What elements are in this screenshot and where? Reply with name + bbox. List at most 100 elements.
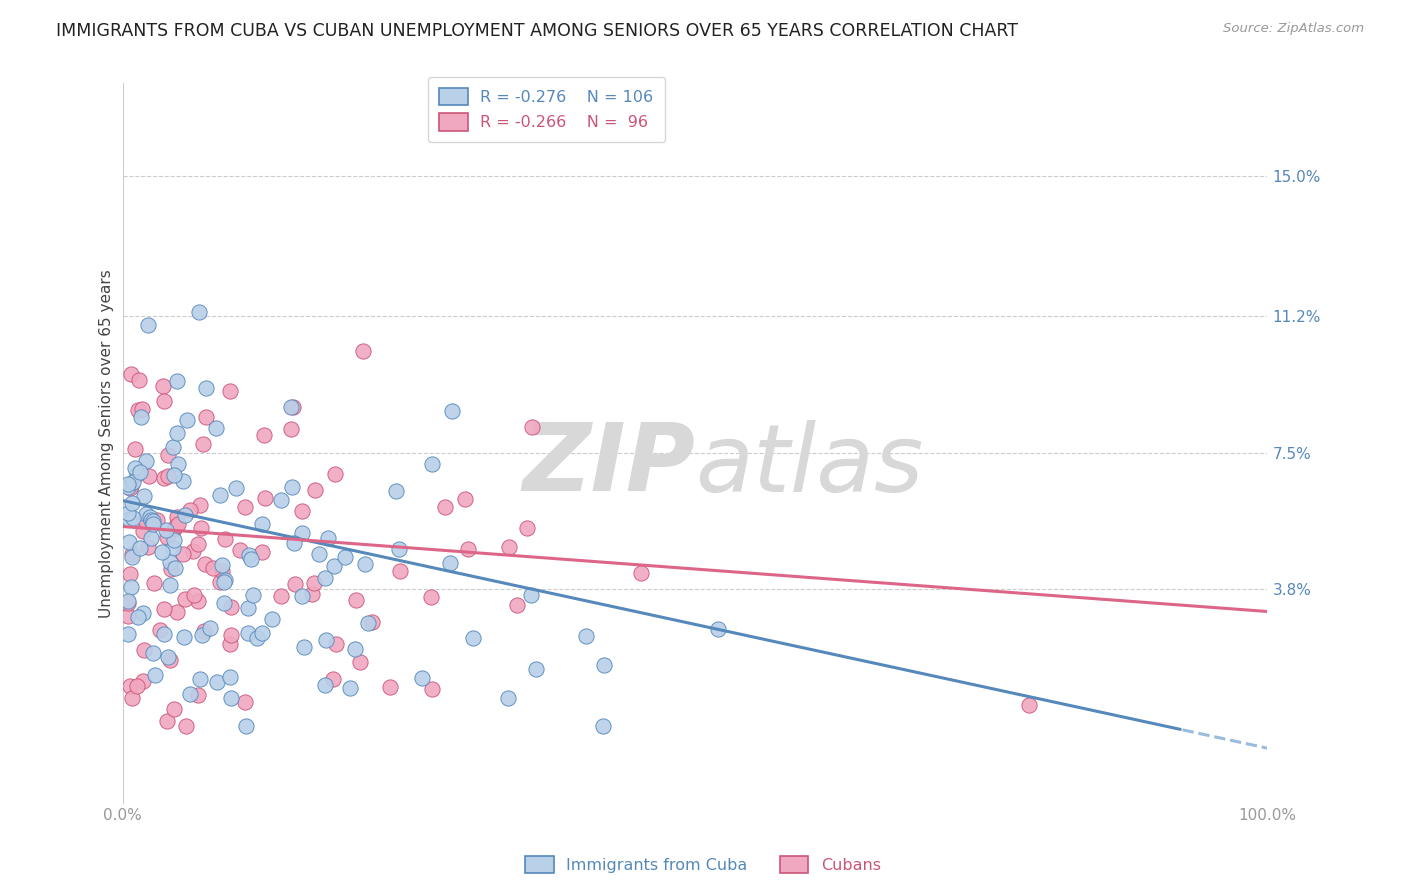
- Point: [152, 602, 174, 616]
- Point: [308, 547, 330, 561]
- Point: [121, 548, 143, 562]
- Point: [136, 540, 159, 554]
- Point: [420, 681, 443, 696]
- Point: [132, 524, 155, 539]
- Point: [117, 608, 139, 623]
- Point: [246, 631, 269, 645]
- Point: [250, 626, 273, 640]
- Point: [191, 628, 214, 642]
- Point: [592, 719, 614, 733]
- Point: [117, 596, 139, 610]
- Point: [389, 564, 412, 578]
- Point: [167, 517, 190, 532]
- Point: [301, 587, 323, 601]
- Point: [419, 590, 441, 604]
- Point: [162, 702, 184, 716]
- Point: [183, 589, 205, 603]
- Point: [520, 420, 543, 434]
- Point: [121, 496, 143, 510]
- Text: Source: ZipAtlas.com: Source: ZipAtlas.com: [1223, 22, 1364, 36]
- Point: [187, 537, 209, 551]
- Point: [129, 541, 152, 556]
- Point: [188, 305, 211, 319]
- Point: [339, 681, 361, 695]
- Point: [117, 480, 139, 494]
- Point: [135, 454, 157, 468]
- Point: [127, 610, 149, 624]
- Point: [139, 510, 162, 524]
- Point: [118, 566, 141, 581]
- Point: [127, 402, 149, 417]
- Point: [190, 520, 212, 534]
- Point: [434, 500, 457, 514]
- Point: [163, 561, 186, 575]
- Point: [174, 508, 197, 522]
- Point: [280, 422, 302, 436]
- Point: [121, 549, 143, 564]
- Point: [125, 467, 148, 481]
- Point: [292, 640, 315, 654]
- Point: [142, 575, 165, 590]
- Point: [520, 588, 543, 602]
- Point: [457, 541, 479, 556]
- Point: [190, 498, 212, 512]
- Point: [323, 467, 346, 481]
- Point: [153, 470, 176, 484]
- Point: [187, 688, 209, 702]
- Point: [139, 513, 162, 527]
- Point: [593, 658, 616, 673]
- Point: [131, 402, 153, 417]
- Point: [138, 318, 160, 332]
- Point: [160, 561, 183, 575]
- Point: [167, 457, 190, 471]
- Point: [439, 556, 461, 570]
- Point: [200, 621, 222, 635]
- Point: [162, 440, 184, 454]
- Point: [121, 691, 143, 706]
- Point: [250, 516, 273, 531]
- Point: [181, 544, 204, 558]
- Point: [135, 507, 157, 521]
- Point: [162, 541, 184, 555]
- Point: [195, 381, 218, 395]
- Point: [270, 493, 292, 508]
- Point: [496, 691, 519, 706]
- Point: [145, 667, 167, 681]
- Point: [498, 540, 520, 554]
- Point: [281, 400, 304, 414]
- Point: [314, 678, 336, 692]
- Legend: Immigrants from Cuba, Cubans: Immigrants from Cuba, Cubans: [519, 849, 887, 880]
- Point: [233, 500, 256, 515]
- Point: [211, 565, 233, 579]
- Point: [132, 489, 155, 503]
- Point: [360, 615, 382, 630]
- Point: [284, 576, 307, 591]
- Point: [221, 599, 243, 614]
- Point: [214, 532, 236, 546]
- Point: [219, 670, 242, 684]
- Point: [240, 552, 263, 566]
- Point: [302, 575, 325, 590]
- Point: [179, 502, 201, 516]
- Point: [316, 531, 339, 545]
- Point: [212, 596, 235, 610]
- Point: [242, 588, 264, 602]
- Point: [174, 591, 197, 606]
- Point: [179, 688, 201, 702]
- Point: [270, 589, 292, 603]
- Point: [315, 632, 337, 647]
- Point: [253, 491, 276, 506]
- Point: [117, 506, 139, 520]
- Point: [142, 646, 165, 660]
- Point: [155, 714, 177, 729]
- Point: [120, 367, 142, 381]
- Point: [323, 558, 346, 573]
- Point: [235, 719, 257, 733]
- Point: [122, 475, 145, 489]
- Point: [142, 516, 165, 531]
- Point: [194, 410, 217, 425]
- Point: [156, 650, 179, 665]
- Point: [129, 410, 152, 425]
- Point: [281, 479, 304, 493]
- Text: atlas: atlas: [695, 419, 924, 510]
